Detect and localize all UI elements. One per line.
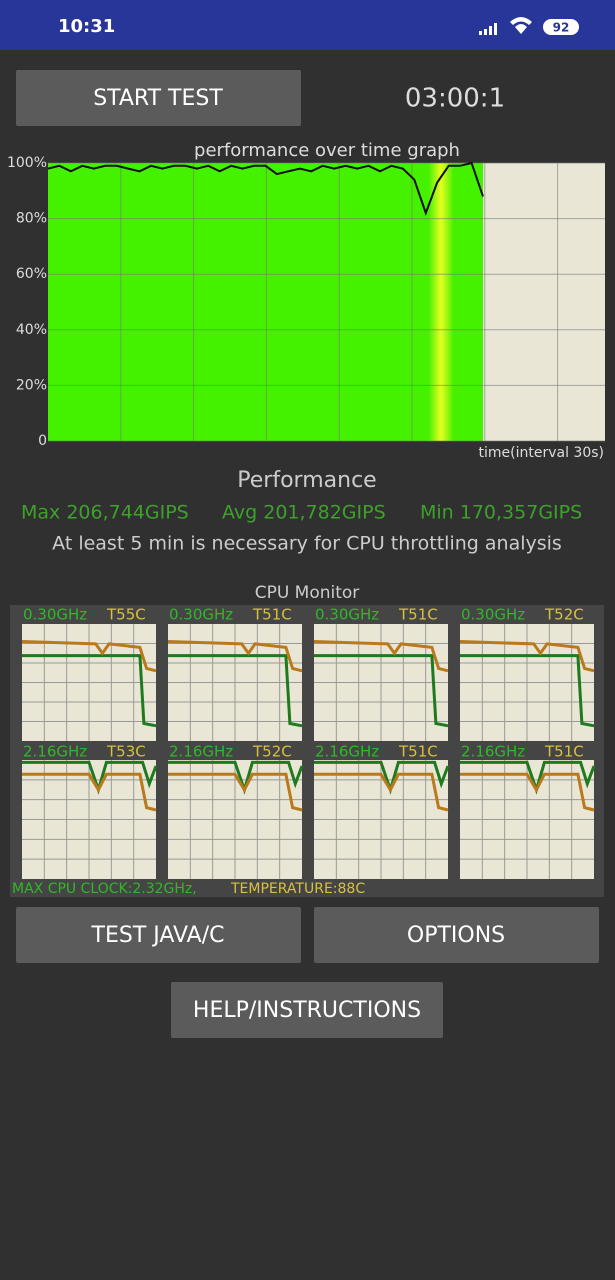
core-chart: 2.16GHz T52C xyxy=(168,743,304,879)
core-temperature: T52C xyxy=(252,743,292,761)
start-test-button[interactable] xyxy=(16,70,301,126)
timer: 03:00:1 xyxy=(405,84,505,114)
max-temperature: TEMPERATURE:88C xyxy=(230,881,365,897)
options-button[interactable] xyxy=(314,907,599,963)
avg-score: Avg 201,782GIPS xyxy=(222,502,386,524)
core-frequency: 0.30GHz xyxy=(461,606,525,624)
core-chart: 0.30GHz T51C xyxy=(313,606,449,741)
core-temp-line xyxy=(313,640,449,673)
core-temperature: T51C xyxy=(398,743,438,761)
core-frequency: 2.16GHz xyxy=(315,743,379,761)
core-frequency: 2.16GHz xyxy=(169,743,233,761)
core-chart: 0.30GHz T52C xyxy=(459,606,595,741)
y-tick-label: 100% xyxy=(7,155,47,171)
min-score: Min 170,357GIPS xyxy=(420,502,582,524)
performance-fill-dip xyxy=(428,163,454,441)
status-bar xyxy=(0,0,615,50)
core-temperature: T51C xyxy=(544,743,584,761)
core-chart: 2.16GHz T51C xyxy=(314,743,450,879)
core-chart: 2.16GHz T53C xyxy=(22,743,158,879)
core-freq-line xyxy=(168,654,303,728)
core-frequency: 0.30GHz xyxy=(315,606,379,624)
core-frequency: 2.16GHz xyxy=(461,743,525,761)
core-temp-line xyxy=(459,640,595,673)
max-score: Max 206,744GIPS xyxy=(21,502,189,524)
core-freq-line xyxy=(22,654,157,728)
core-frequency: 2.16GHz xyxy=(23,743,87,761)
signal-icon xyxy=(479,23,497,35)
cpu-cores: 0.30GHz T55C 0.30GHz T51C 0.30GHz T51C 0.30GHz… xyxy=(21,606,596,879)
options-label: OPTIONS xyxy=(407,923,505,948)
battery-icon xyxy=(543,19,579,35)
core-freq-line xyxy=(168,760,304,795)
core-frequency: 0.30GHz xyxy=(169,606,233,624)
help-label: HELP/INSTRUCTIONS xyxy=(193,998,421,1023)
help-button[interactable] xyxy=(171,982,443,1038)
performance-line xyxy=(47,161,484,216)
y-tick-label: 40% xyxy=(16,322,47,338)
core-freq-line xyxy=(314,654,449,728)
x-axis-label: time(interval 30s) xyxy=(479,445,605,461)
test-java-label: TEST JAVA/C xyxy=(91,923,225,948)
wifi-icon xyxy=(510,17,532,34)
y-tick-label: 20% xyxy=(16,377,47,393)
battery-level: 92 xyxy=(553,21,570,35)
core-chart: 2.16GHz T51C xyxy=(460,743,596,879)
core-chart: 0.30GHz T55C xyxy=(21,606,157,741)
core-freq-line xyxy=(460,654,595,728)
y-tick-label: 80% xyxy=(16,211,47,227)
throttling-note: At least 5 min is necessary for CPU thro… xyxy=(52,533,562,555)
core-chart: 0.30GHz T51C xyxy=(167,606,303,741)
core-temp-line xyxy=(314,772,449,812)
performance-heading: Performance xyxy=(237,468,376,493)
core-freq-line xyxy=(314,760,450,795)
core-freq-line xyxy=(460,760,596,795)
y-tick-label: 0 xyxy=(38,433,47,449)
y-tick-label: 60% xyxy=(16,266,47,282)
performance-fill xyxy=(48,163,483,441)
graph-title: performance over time graph xyxy=(194,140,460,161)
core-temperature: T53C xyxy=(106,743,146,761)
performance-graph xyxy=(47,161,605,442)
core-temperature: T51C xyxy=(398,606,438,624)
start-test-label: START TEST xyxy=(93,86,223,111)
core-temperature: T51C xyxy=(252,606,292,624)
cpu-monitor-title: CPU Monitor xyxy=(255,583,360,603)
core-frequency: 0.30GHz xyxy=(23,606,87,624)
core-temp-line xyxy=(167,640,303,673)
clock: 10:31 xyxy=(58,16,115,37)
core-freq-line xyxy=(22,760,158,795)
core-temp-line xyxy=(460,772,595,812)
test-java-button[interactable] xyxy=(16,907,301,963)
core-temperature: T52C xyxy=(544,606,584,624)
core-temp-line xyxy=(168,772,303,812)
core-temp-line xyxy=(21,640,157,673)
core-temp-line xyxy=(22,772,157,812)
max-cpu-clock: MAX CPU CLOCK:2.32GHz, xyxy=(12,881,197,897)
core-temperature: T55C xyxy=(106,606,146,624)
